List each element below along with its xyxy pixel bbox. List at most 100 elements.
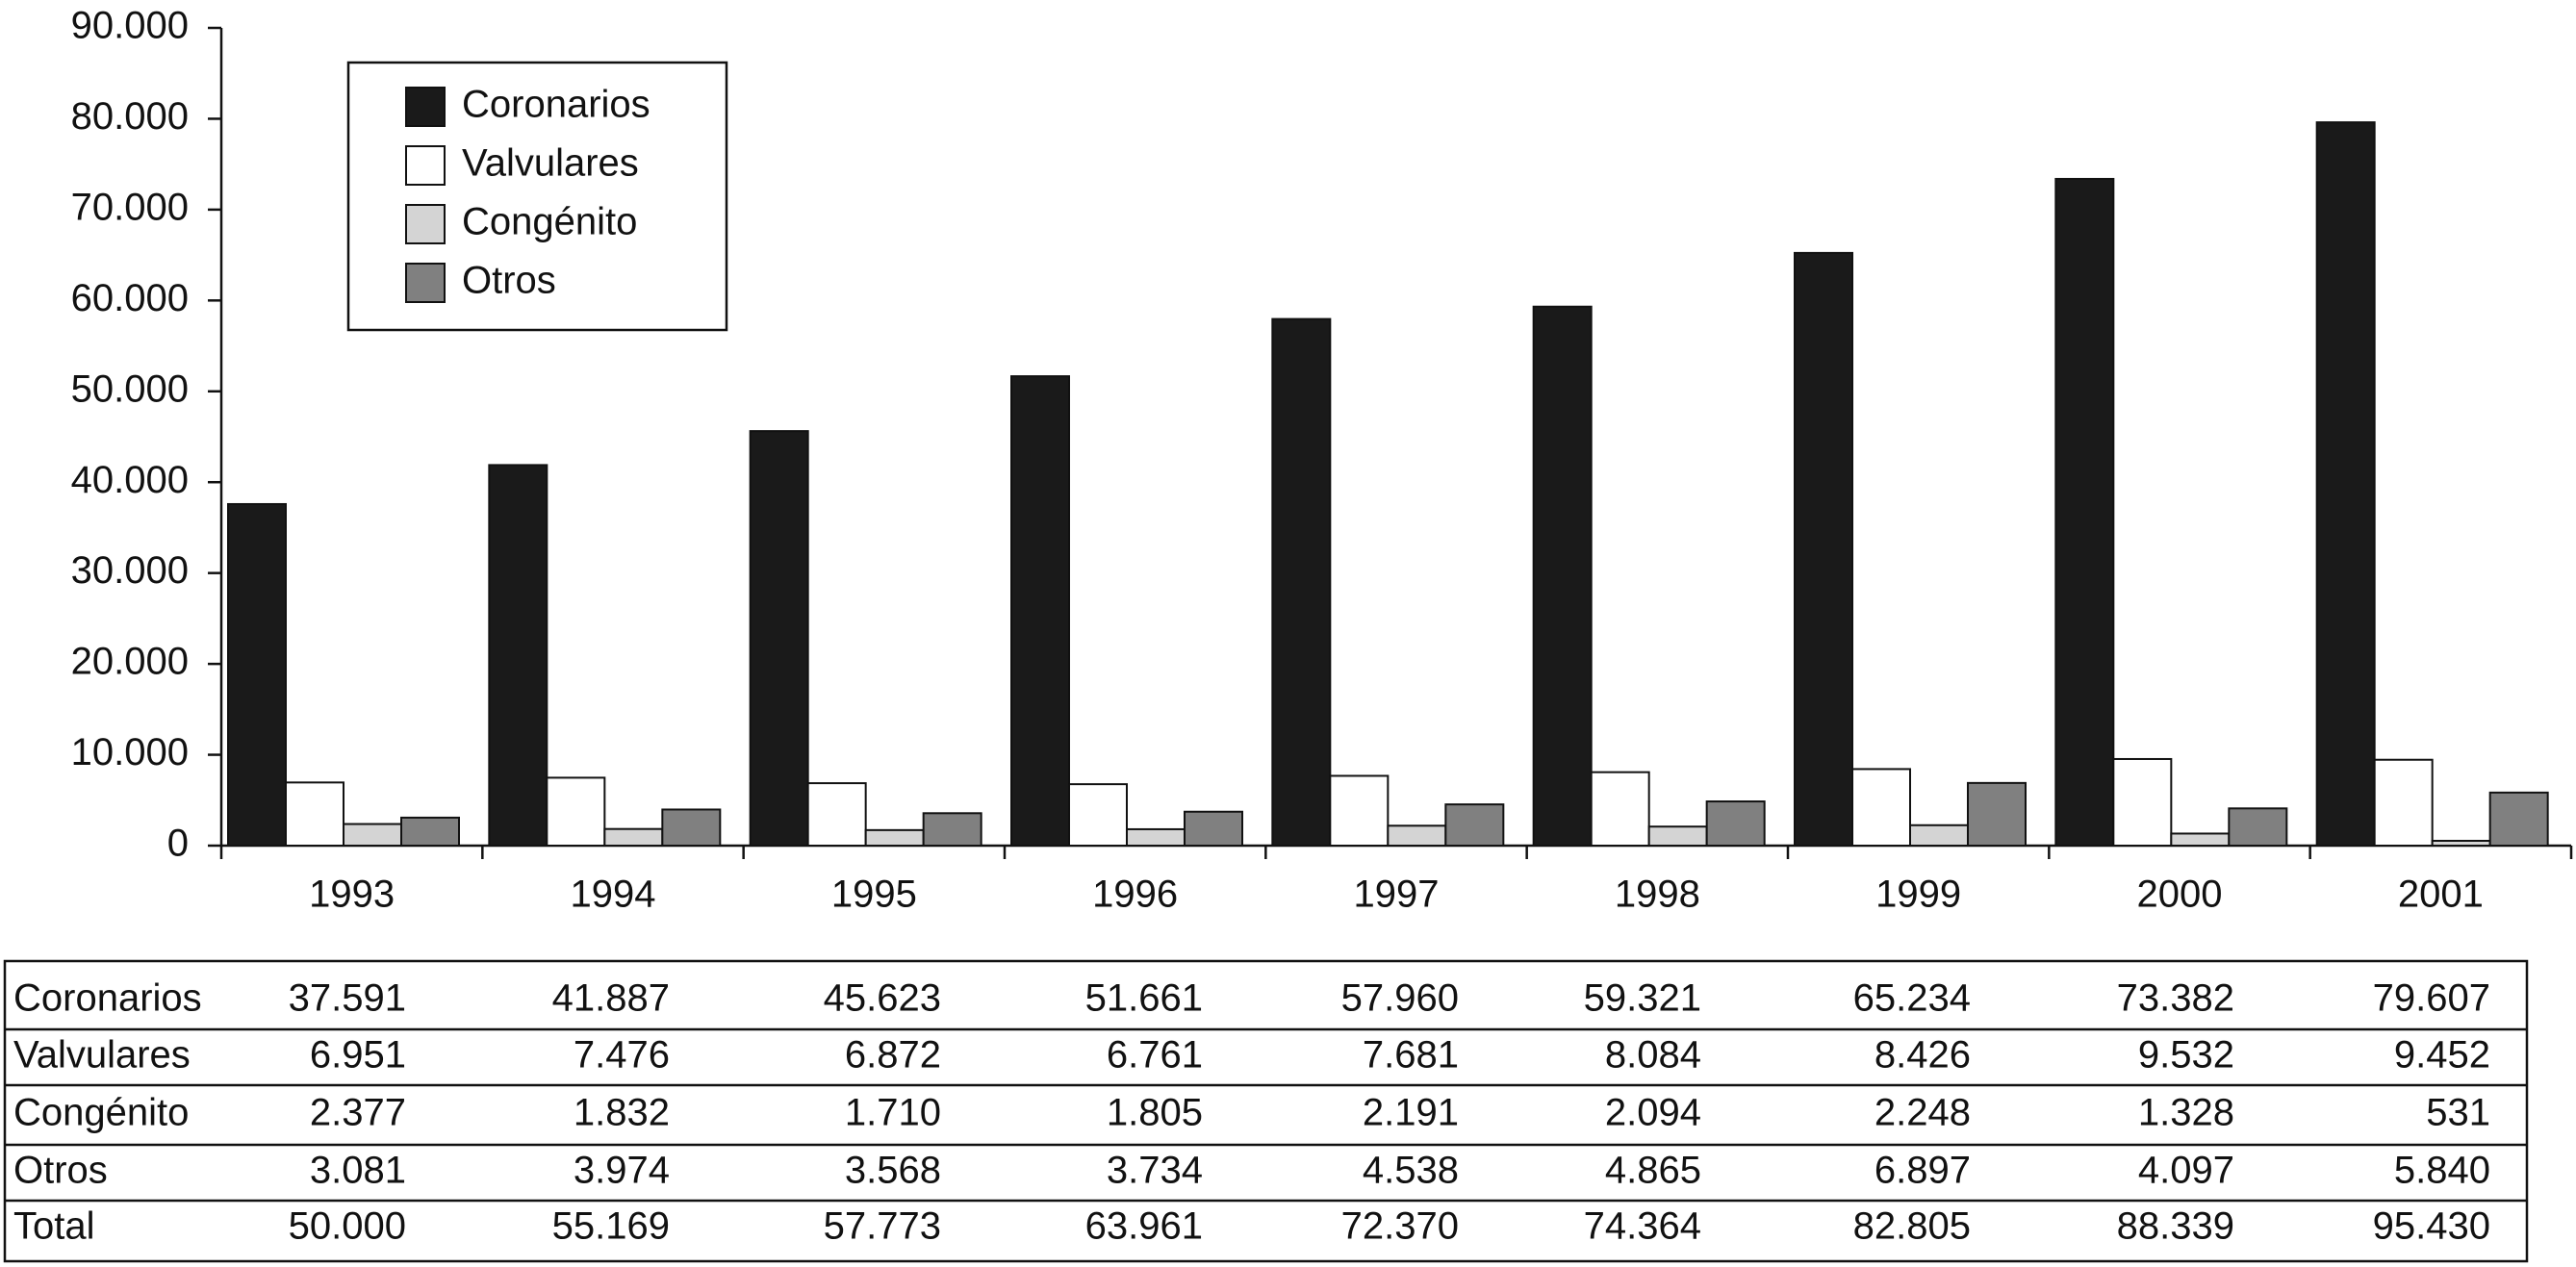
table-cell: 8.084 <box>1605 1034 1701 1077</box>
y-tick-label: 10.000 <box>71 731 189 773</box>
table-cell: 6.897 <box>1875 1150 1971 1192</box>
table-cell: 95.430 <box>2373 1205 2490 1248</box>
y-tick-label: 60.000 <box>71 277 189 319</box>
table-cell: 72.370 <box>1341 1205 1459 1248</box>
bar <box>400 816 460 848</box>
bar <box>2112 757 2173 848</box>
y-tick-label: 20.000 <box>71 641 189 683</box>
table-cell: 59.321 <box>1584 977 1701 1020</box>
bar <box>1705 800 1766 848</box>
table-cell: 8.426 <box>1875 1034 1971 1077</box>
x-tick-label: 2001 <box>2398 874 2484 916</box>
table-cell: 51.661 <box>1085 977 1203 1020</box>
bar <box>2373 758 2434 848</box>
legend-label: Coronarios <box>462 84 650 126</box>
bar <box>1184 810 1243 847</box>
table-cell: 9.452 <box>2394 1034 2490 1077</box>
table-row-header: Coronarios <box>13 977 202 1020</box>
table-cell: 3.568 <box>845 1150 941 1192</box>
x-tick-label: 1996 <box>1092 874 1178 916</box>
bar <box>1010 375 1070 847</box>
bar <box>2315 121 2376 847</box>
table-cell: 41.887 <box>552 977 670 1020</box>
bar <box>1967 781 2027 848</box>
bar <box>1851 768 1911 847</box>
bar <box>1387 824 1447 848</box>
table-cell: 1.832 <box>574 1092 670 1134</box>
table-cell: 1.328 <box>2138 1092 2234 1134</box>
table-cell: 2.248 <box>1875 1092 1971 1134</box>
bar <box>922 812 982 848</box>
bar <box>1909 824 1969 847</box>
table-row-header: Total <box>13 1205 95 1248</box>
table-cell: 79.607 <box>2373 977 2490 1020</box>
table-cell: 1.710 <box>845 1092 941 1134</box>
bar <box>1647 825 1708 847</box>
table-cell: 2.377 <box>310 1092 406 1134</box>
x-tick-label: 1998 <box>1615 874 1700 916</box>
legend-label: Congénito <box>462 201 637 243</box>
legend-swatch <box>405 87 446 127</box>
bar <box>1126 827 1186 847</box>
bar <box>1794 251 1853 847</box>
table-row-header: Congénito <box>13 1092 189 1134</box>
bar <box>488 464 548 847</box>
bar <box>806 782 867 847</box>
table-cell: 37.591 <box>289 977 406 1020</box>
bar <box>2054 177 2115 848</box>
table-cell: 73.382 <box>2117 977 2234 1020</box>
bar <box>1068 783 1128 848</box>
bar <box>2431 839 2491 847</box>
table-cell: 74.364 <box>1584 1205 1701 1248</box>
bar <box>1329 774 1390 847</box>
table-cell: 82.805 <box>1853 1205 1971 1248</box>
y-tick-label: 50.000 <box>71 367 189 410</box>
legend-swatch <box>405 263 446 303</box>
bar <box>1590 771 1650 848</box>
x-tick-label: 1999 <box>1875 874 1961 916</box>
bar <box>227 502 287 847</box>
table-cell: 88.339 <box>2117 1205 2234 1248</box>
y-tick-label: 80.000 <box>71 95 189 138</box>
bar <box>2228 807 2288 847</box>
table-cell: 57.960 <box>1341 977 1459 1020</box>
y-tick-label: 90.000 <box>71 5 189 47</box>
bar <box>285 781 344 848</box>
bar <box>1532 305 1593 848</box>
table-cell: 55.169 <box>552 1205 670 1248</box>
table-cell: 2.094 <box>1605 1092 1701 1134</box>
bar <box>603 827 664 847</box>
table-row-header: Otros <box>13 1150 108 1192</box>
bar <box>2488 791 2549 847</box>
table-cell: 63.961 <box>1085 1205 1203 1248</box>
table-cell: 6.761 <box>1107 1034 1203 1077</box>
bar <box>343 823 402 847</box>
table-cell: 9.532 <box>2138 1034 2234 1077</box>
y-tick-label: 40.000 <box>71 459 189 501</box>
table-cell: 5.840 <box>2394 1150 2490 1192</box>
table-cell: 65.234 <box>1853 977 1971 1020</box>
table-cell: 3.974 <box>574 1150 670 1192</box>
table-cell: 50.000 <box>289 1205 406 1248</box>
x-tick-label: 1994 <box>571 874 656 916</box>
y-tick-label: 70.000 <box>71 186 189 228</box>
table-cell: 2.191 <box>1363 1092 1459 1134</box>
bar <box>1444 803 1505 848</box>
table-border <box>3 959 2529 1263</box>
x-tick-label: 1993 <box>309 874 395 916</box>
table-cell: 3.081 <box>310 1150 406 1192</box>
table-cell: 4.865 <box>1605 1150 1701 1192</box>
bar <box>749 430 809 847</box>
table-cell: 531 <box>2426 1092 2490 1134</box>
bar <box>2170 832 2231 847</box>
y-tick-label: 0 <box>167 823 189 865</box>
legend-swatch <box>405 145 446 186</box>
table-cell: 4.538 <box>1363 1150 1459 1192</box>
table-cell: 3.734 <box>1107 1150 1203 1192</box>
bar <box>661 808 722 847</box>
legend-label: Valvulares <box>462 142 639 185</box>
table-cell: 6.951 <box>310 1034 406 1077</box>
x-tick-label: 1997 <box>1354 874 1440 916</box>
table-cell: 57.773 <box>824 1205 941 1248</box>
bar <box>1271 317 1332 848</box>
